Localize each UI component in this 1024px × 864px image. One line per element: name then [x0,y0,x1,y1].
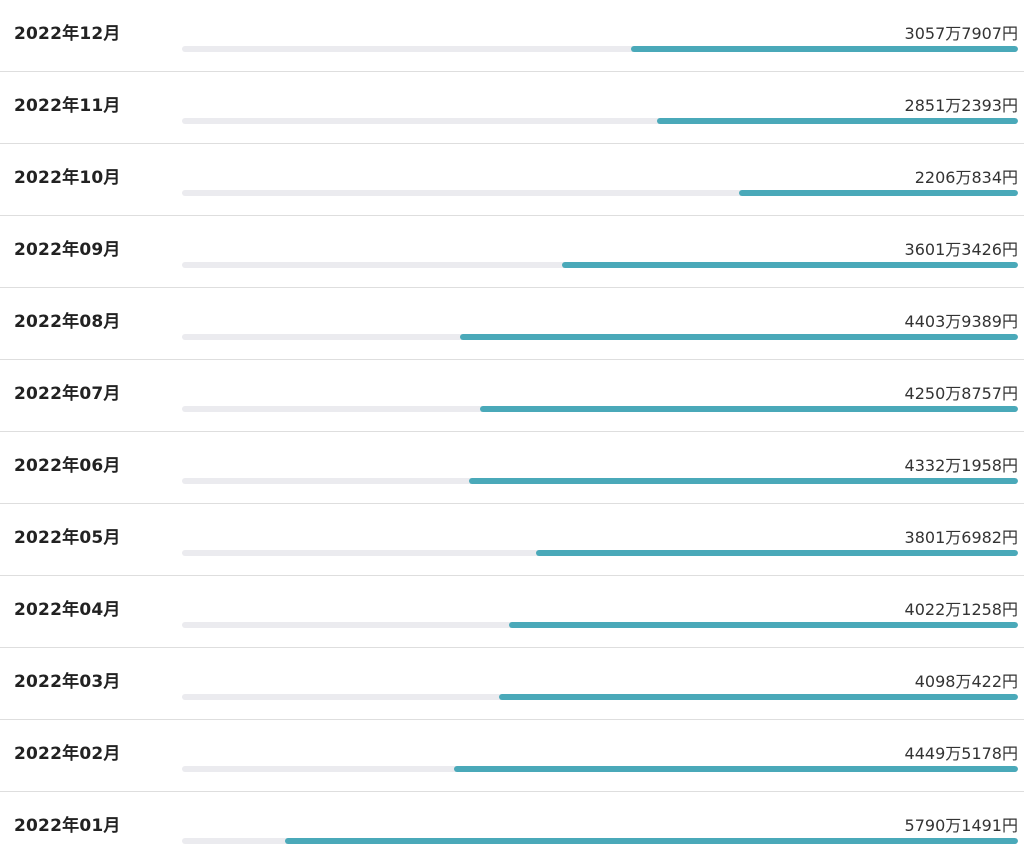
month-label: 2022年03月 [14,672,121,692]
amount-label: 4449万5178円 [904,744,1018,763]
bar-fill [454,766,1018,772]
bar-track [182,766,1018,772]
month-label: 2022年05月 [14,528,121,548]
bar-track [182,190,1018,196]
month-label: 2022年09月 [14,240,121,260]
table-row: 2022年05月 3801万6982円 [0,504,1024,576]
month-label: 2022年06月 [14,456,121,476]
table-row: 2022年12月 3057万7907円 [0,0,1024,72]
amount-label: 2851万2393円 [904,96,1018,115]
month-label: 2022年04月 [14,600,121,620]
table-row: 2022年01月 5790万1491円 [0,792,1024,864]
month-label: 2022年01月 [14,816,121,836]
bar-track [182,838,1018,844]
bar-fill [469,478,1018,484]
bar-track [182,406,1018,412]
table-row: 2022年02月 4449万5178円 [0,720,1024,792]
table-row: 2022年10月 2206万834円 [0,144,1024,216]
table-row: 2022年06月 4332万1958円 [0,432,1024,504]
bar-fill [657,118,1018,124]
amount-label: 3601万3426円 [904,240,1018,259]
month-label: 2022年10月 [14,168,121,188]
table-row: 2022年07月 4250万8757円 [0,360,1024,432]
bar-fill [562,262,1018,268]
bar-track [182,46,1018,52]
bar-fill [509,622,1018,628]
table-row: 2022年03月 4098万422円 [0,648,1024,720]
bar-track [182,622,1018,628]
amount-label: 3057万7907円 [904,24,1018,43]
bar-fill [739,190,1018,196]
table-row: 2022年08月 4403万9389円 [0,288,1024,360]
amount-label: 3801万6982円 [904,528,1018,547]
bar-fill [499,694,1018,700]
table-row: 2022年04月 4022万1258円 [0,576,1024,648]
bar-track [182,478,1018,484]
bar-fill [631,46,1018,52]
month-label: 2022年02月 [14,744,121,764]
amount-label: 4022万1258円 [904,600,1018,619]
month-label: 2022年07月 [14,384,121,404]
amount-label: 4403万9389円 [904,312,1018,331]
month-label: 2022年12月 [14,24,121,44]
bar-fill [536,550,1018,556]
month-label: 2022年11月 [14,96,121,116]
table-row: 2022年11月 2851万2393円 [0,72,1024,144]
bar-track [182,550,1018,556]
amount-label: 4098万422円 [914,672,1018,691]
amount-label: 4332万1958円 [904,456,1018,475]
amount-label: 2206万834円 [914,168,1018,187]
amount-label: 4250万8757円 [904,384,1018,403]
bar-track [182,334,1018,340]
month-label: 2022年08月 [14,312,121,332]
bar-fill [285,838,1018,844]
bar-fill [460,334,1018,340]
table-row: 2022年09月 3601万3426円 [0,216,1024,288]
bar-fill [480,406,1018,412]
bar-track [182,262,1018,268]
amount-label: 5790万1491円 [904,816,1018,835]
bar-track [182,118,1018,124]
bar-track [182,694,1018,700]
